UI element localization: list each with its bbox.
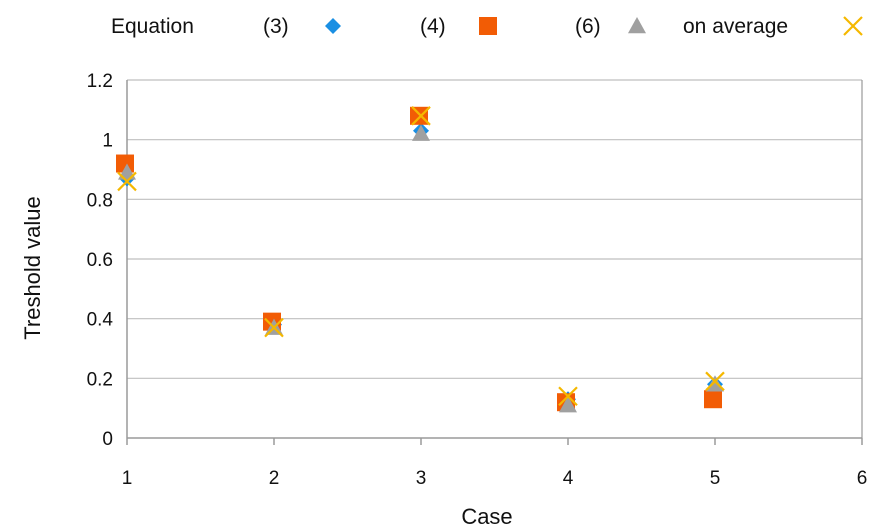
y-tick-label: 0.2: [87, 369, 113, 390]
gridlines: [127, 79, 862, 379]
point-x-5-stroke-b: [705, 371, 725, 392]
legend: Equation (3) (4) (6) on average: [111, 15, 863, 38]
x-tick-label: 6: [857, 468, 868, 489]
y-tick-label: 1: [102, 131, 113, 152]
x-axis-title: Case: [461, 504, 512, 529]
point-x-1-stroke-b: [117, 171, 137, 192]
point-x-3-stroke-b: [411, 106, 431, 126]
x-tick-label: 4: [563, 468, 574, 489]
x-tick-label: 5: [710, 468, 721, 489]
legend-marker-x-stroke-b: [843, 16, 863, 36]
y-tick-label: 0.6: [87, 250, 113, 271]
axes: [126, 80, 863, 445]
tick-labels: 0 0.2 0.4 0.6 0.8 1 1.2 1 2 3 4 5 6: [87, 71, 868, 489]
point-triangle-3: [412, 124, 430, 141]
y-tick-label: 0.8: [87, 190, 113, 211]
x-tick-label: 3: [416, 468, 427, 489]
point-triangle-5: [706, 375, 724, 392]
point-x-4-stroke-b: [558, 386, 578, 407]
point-x-4: [558, 386, 578, 407]
legend-marker-diamond: [325, 18, 341, 34]
point-x-2-stroke-b: [264, 317, 284, 338]
legend-marker-triangle: [628, 17, 646, 34]
legend-title: Equation: [111, 15, 194, 38]
y-tick-label: 1.2: [87, 71, 113, 92]
legend-label-2: (4): [420, 15, 446, 38]
point-x-1: [117, 171, 137, 192]
x-tick-label: 2: [269, 468, 280, 489]
legend-label-4: on average: [683, 15, 788, 38]
x-tick-label: 1: [122, 468, 133, 489]
legend-marker-x: [843, 16, 863, 36]
point-triangle-4: [559, 396, 577, 413]
legend-label-3: (6): [575, 15, 601, 38]
point-square-5: [704, 390, 722, 409]
point-x-3: [411, 106, 431, 126]
y-tick-label: 0.4: [87, 310, 114, 331]
legend-label-1: (3): [263, 15, 289, 38]
point-x-5: [705, 371, 725, 392]
point-x-2: [264, 317, 284, 338]
y-tick-label: 0: [102, 429, 113, 450]
legend-marker-square: [479, 17, 497, 35]
y-axis-title: Treshold value: [20, 196, 45, 339]
point-square-3: [410, 106, 428, 125]
data-points: [116, 106, 725, 413]
